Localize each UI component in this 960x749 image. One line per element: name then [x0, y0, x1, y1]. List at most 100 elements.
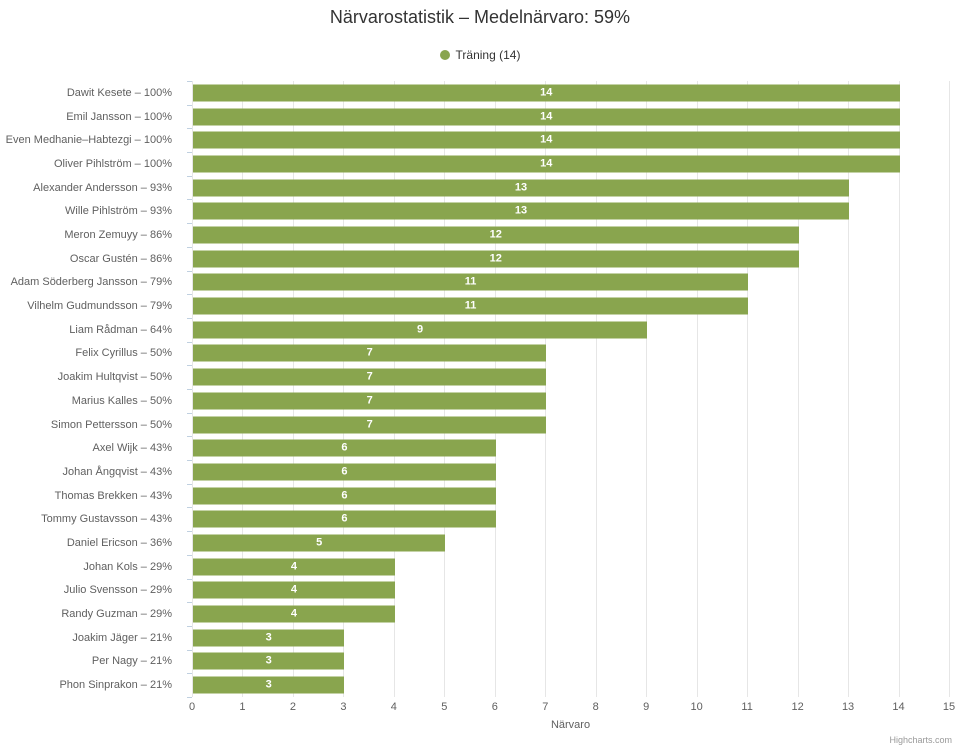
- bar[interactable]: 14: [193, 84, 900, 102]
- category-axis-tick: [187, 649, 192, 651]
- category-axis-tick: [187, 578, 192, 580]
- category-axis-tick: [187, 436, 192, 438]
- category-label: Joakim Hultqvist – 50%: [57, 371, 172, 384]
- bar[interactable]: 13: [193, 179, 850, 197]
- value-axis-tick-label: 10: [690, 701, 703, 713]
- category-axis-tick: [187, 128, 192, 130]
- bar[interactable]: 5: [193, 534, 446, 552]
- gridline: [494, 81, 496, 697]
- bar-data-label: 6: [341, 489, 348, 502]
- category-label: Simon Pettersson – 50%: [50, 418, 172, 431]
- legend-series-label[interactable]: Träning (14): [455, 48, 521, 62]
- category-label: Vilhelm Gudmundsson – 79%: [27, 300, 172, 313]
- chart-title: Närvarostatistik – Medelnärvaro: 59%: [329, 7, 631, 27]
- category-label: Axel Wijk – 43%: [92, 442, 172, 455]
- bar[interactable]: 3: [193, 629, 345, 647]
- value-axis-tick-label: 12: [791, 701, 804, 713]
- bar-data-label: 4: [290, 583, 297, 596]
- category-label: Per Nagy – 21%: [91, 655, 172, 668]
- category-label: Oliver Pihlström – 100%: [54, 157, 172, 170]
- bar[interactable]: 7: [193, 392, 547, 410]
- bar[interactable]: 6: [193, 463, 496, 481]
- value-axis-tick-label: 3: [340, 701, 347, 713]
- bar-data-label: 7: [366, 346, 373, 359]
- value-axis-tick-label: 14: [892, 701, 905, 713]
- category-axis-tick: [187, 483, 192, 485]
- value-axis-tick-label: 9: [643, 701, 650, 713]
- category-label: Wille Pihlström – 93%: [65, 205, 172, 218]
- gridline: [696, 81, 698, 697]
- value-axis-tick-label: 2: [289, 701, 296, 713]
- bar[interactable]: 7: [193, 368, 547, 386]
- bar-data-label: 13: [514, 204, 528, 217]
- plot-area: 14 14 14 14 13 13 12 12 11 11 9 7 7 7 7 6 6 6 6 5 4 4 4 3 3 3: [192, 81, 950, 697]
- gridline: [595, 81, 597, 697]
- bar[interactable]: 12: [193, 250, 799, 268]
- bar-data-label: 6: [341, 512, 348, 525]
- category-label: Randy Guzman – 29%: [61, 608, 172, 621]
- bar-data-label: 3: [265, 654, 272, 667]
- category-label: Meron Zemuyy – 86%: [64, 229, 172, 241]
- category-label: Tommy Gustavsson – 43%: [41, 513, 172, 526]
- bar-data-label: 4: [290, 560, 297, 573]
- category-axis-tick: [187, 270, 192, 272]
- bar[interactable]: 14: [193, 108, 900, 126]
- category-axis-labels: Dawit Kesete – 100% Emil Jansson – 100% Ev…: [0, 81, 182, 697]
- bar[interactable]: 13: [193, 202, 850, 220]
- category-axis-tick: [187, 223, 192, 225]
- bar[interactable]: 14: [193, 131, 900, 149]
- category-axis-tick: [187, 175, 192, 177]
- value-axis-tick-label: 5: [441, 701, 448, 713]
- gridline: [797, 81, 799, 697]
- gridline: [192, 81, 193, 697]
- bar[interactable]: 12: [193, 226, 799, 244]
- bar[interactable]: 6: [193, 439, 496, 457]
- value-axis-tick-label: 4: [390, 701, 397, 713]
- bar[interactable]: 9: [193, 321, 648, 339]
- gridline: [444, 81, 446, 697]
- category-label: Phon Sinprakon – 21%: [59, 679, 172, 692]
- bar[interactable]: 14: [193, 155, 900, 173]
- bar[interactable]: 7: [193, 416, 547, 434]
- bar-data-label: 11: [464, 299, 477, 312]
- bar-data-label: 3: [265, 678, 272, 691]
- bar-data-label: 6: [341, 441, 348, 454]
- gridline: [898, 81, 900, 697]
- category-axis-tick: [187, 507, 192, 509]
- bar-data-label: 14: [540, 110, 553, 123]
- bar[interactable]: 3: [193, 652, 345, 670]
- bar-data-label: 6: [341, 465, 348, 478]
- bar[interactable]: 4: [193, 581, 395, 599]
- bar[interactable]: 6: [193, 510, 496, 528]
- bar-data-label: 7: [366, 394, 373, 407]
- category-label: Even Medhanie–Habtezgi – 100%: [5, 134, 172, 147]
- gridline: [292, 81, 294, 697]
- category-axis-tick: [187, 104, 192, 106]
- bar-data-label: 14: [540, 86, 553, 99]
- bar-data-label: 9: [417, 323, 424, 336]
- bar[interactable]: 6: [193, 487, 496, 505]
- category-axis-tick: [187, 554, 192, 556]
- gridline: [848, 81, 850, 697]
- bar[interactable]: 7: [193, 344, 547, 362]
- legend-series-marker-icon: [439, 50, 450, 60]
- category-axis-tick: [187, 697, 192, 698]
- value-axis-tick-label: 8: [592, 701, 599, 713]
- category-label: Felix Cyrillus – 50%: [75, 347, 172, 360]
- gridline: [393, 81, 395, 697]
- bar-data-label: 14: [540, 157, 553, 170]
- value-axis-tick-label: 6: [491, 701, 498, 713]
- bar[interactable]: 4: [193, 605, 395, 623]
- value-axis-tick-label: 11: [741, 701, 753, 713]
- bar[interactable]: 3: [193, 676, 345, 694]
- highcharts-credit-link[interactable]: Highcharts.com: [889, 735, 952, 745]
- legend: Träning (14): [0, 48, 960, 62]
- bar[interactable]: 11: [193, 273, 749, 291]
- bar[interactable]: 11: [193, 297, 749, 315]
- bar[interactable]: 4: [193, 558, 395, 576]
- category-label: Thomas Brekken – 43%: [54, 489, 172, 502]
- category-label: Joakim Jäger – 21%: [72, 631, 172, 644]
- category-axis-tick: [187, 246, 192, 248]
- category-label: Johan Ångqvist – 43%: [62, 465, 172, 478]
